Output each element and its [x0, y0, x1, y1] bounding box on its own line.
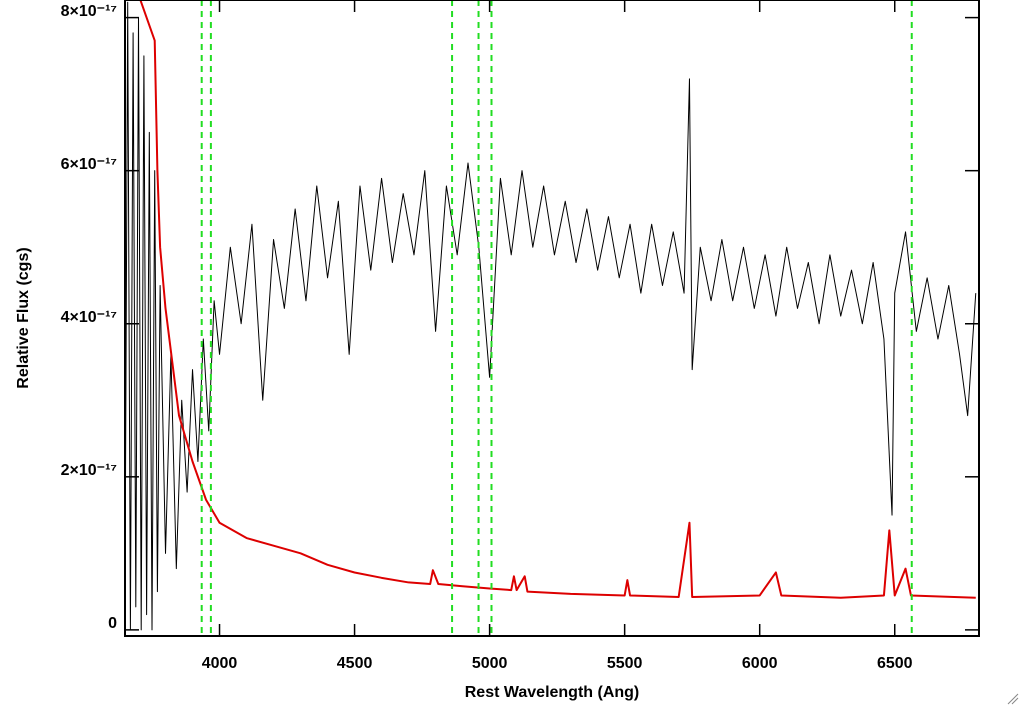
x-tick-label: 5500: [607, 655, 643, 672]
x-tick-label: 4500: [337, 655, 373, 672]
plot-area: [125, 0, 977, 636]
spectrum-line: [139, 0, 976, 599]
y-tick-label: 6×10⁻¹⁷: [61, 156, 117, 173]
y-tick-label: 2×10⁻¹⁷: [61, 462, 117, 479]
x-axis-label: Rest Wavelength (Ang): [465, 684, 640, 701]
resize-grip: [1007, 693, 1019, 705]
axes-frame: [124, 0, 980, 637]
x-tick-label: 4000: [202, 655, 238, 672]
x-tick-label: 6500: [877, 655, 913, 672]
y-axis-label: Relative Flux (cgs): [15, 247, 32, 388]
y-tick-label: 0: [108, 615, 117, 632]
spectrum-line: [125, 1, 977, 631]
y-tick-label: 8×10⁻¹⁷: [61, 3, 117, 20]
y-tick-label: 4×10⁻¹⁷: [61, 309, 117, 326]
x-tick-label: 5000: [472, 655, 508, 672]
x-tick-label: 6000: [742, 655, 778, 672]
